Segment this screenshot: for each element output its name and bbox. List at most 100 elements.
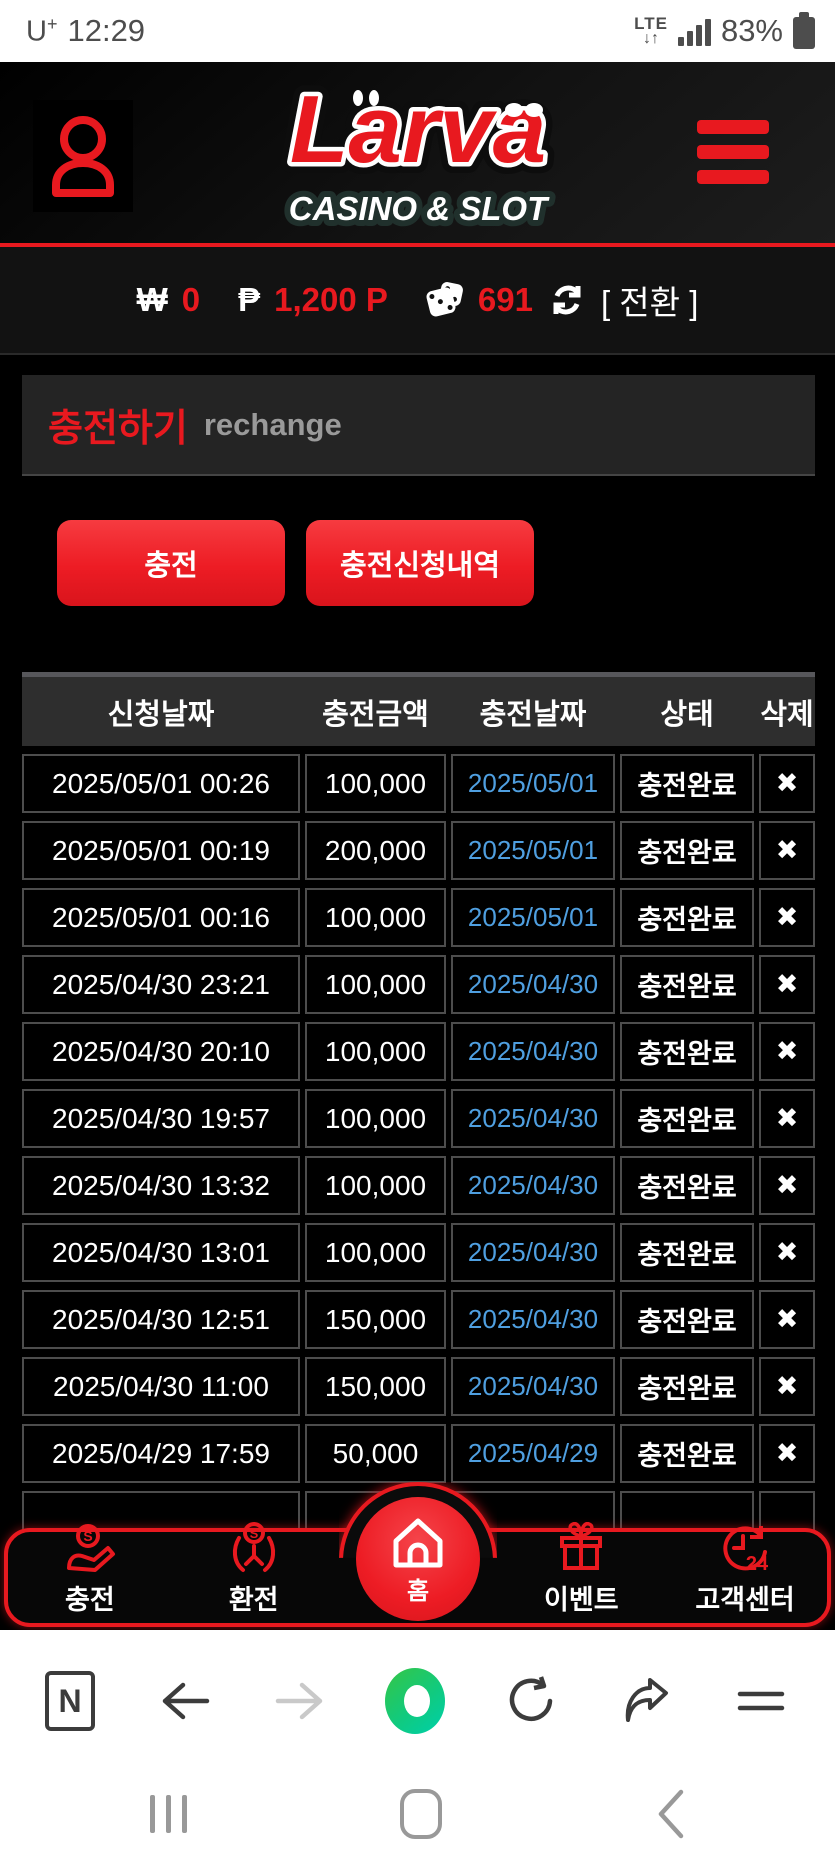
browser-refresh-button[interactable] <box>501 1666 561 1736</box>
col-header-recharge-date: 충전날짜 <box>479 698 587 731</box>
nav-item-deposit[interactable]: S 충전 <box>8 1524 172 1623</box>
delete-row-button[interactable]: ✖ <box>759 821 815 880</box>
recharge-button[interactable]: 충전 <box>57 520 285 606</box>
amount-cell: 150,000 <box>305 1290 446 1349</box>
withdraw-icon: S <box>227 1522 281 1576</box>
larva-logo[interactable]: Larva Larva CASINO & SLOT CASINO & SLOT <box>198 64 638 232</box>
recharge-date-link[interactable]: 2025/04/30 <box>451 1022 615 1081</box>
status-cell: 충전완료 <box>620 1156 754 1215</box>
request-date-cell: 2025/04/30 13:32 <box>22 1156 300 1215</box>
browser-home-button[interactable] <box>385 1666 446 1736</box>
delete-row-button[interactable]: ✖ <box>759 1290 815 1349</box>
recharge-date-link[interactable]: 2025/04/30 <box>451 1156 615 1215</box>
share-icon <box>625 1678 668 1722</box>
nav-item-events[interactable]: 이벤트 <box>499 1522 663 1623</box>
delete-row-button[interactable]: ✖ <box>759 1022 815 1081</box>
won-balance: 0 <box>181 281 201 318</box>
hamburger-menu-button[interactable] <box>697 120 769 184</box>
recharge-date-link[interactable]: 2025/04/29 <box>451 1424 615 1483</box>
request-date-cell: 2025/05/01 00:16 <box>22 888 300 947</box>
forward-arrow-icon <box>276 1682 323 1720</box>
home-icon <box>393 1518 443 1567</box>
profile-button[interactable] <box>33 100 133 212</box>
delete-row-button[interactable]: ✖ <box>759 888 815 947</box>
logo-outline: Larva <box>289 76 545 183</box>
balance-bar: ₩ 0 ₱ 1,200 P 691 [ 전환 ] <box>0 247 835 355</box>
amount-cell: 100,000 <box>305 1089 446 1148</box>
delete-row-button[interactable]: ✖ <box>759 1089 815 1148</box>
recharge-date-link[interactable]: 2025/04/30 <box>451 1223 615 1282</box>
col-header-status: 상태 <box>660 698 714 731</box>
hamburger-icon <box>697 120 769 134</box>
browser-menu-button[interactable] <box>731 1666 791 1736</box>
home-button[interactable]: 홈 <box>356 1497 480 1621</box>
delete-row-button[interactable]: ✖ <box>759 1156 815 1215</box>
clock: 12:29 <box>67 13 146 48</box>
status-cell: 충전완료 <box>620 955 754 1014</box>
network-type-icon: LTE ↓↑ <box>634 14 668 47</box>
page-subtitle: rechange <box>203 406 342 442</box>
status-right: LTE ↓↑ 83% <box>634 12 815 49</box>
recharge-date-link[interactable]: 2025/04/30 <box>451 1357 615 1416</box>
request-date-cell: 2025/04/30 12:51 <box>22 1290 300 1349</box>
amount-cell: 100,000 <box>305 1223 446 1282</box>
browser-toolbar: N <box>0 1630 835 1772</box>
status-cell: 충전완료 <box>620 1022 754 1081</box>
amount-cell: 100,000 <box>305 955 446 1014</box>
status-cell: 충전완료 <box>620 1357 754 1416</box>
request-date-cell: 2025/05/01 00:19 <box>22 821 300 880</box>
delete-row-button[interactable]: ✖ <box>759 1357 815 1416</box>
amount-cell: 100,000 <box>305 1022 446 1081</box>
status-cell: 충전완료 <box>620 821 754 880</box>
table-row: 2025/04/30 23:21 100,000 2025/04/30 충전완료… <box>22 955 815 1014</box>
browser-forward-button[interactable] <box>270 1666 330 1736</box>
recharge-date-link[interactable]: 2025/04/30 <box>451 1290 615 1349</box>
page-title: 충전하기 <box>48 408 188 450</box>
recharge-date-link[interactable]: 2025/04/30 <box>451 1089 615 1148</box>
amount-cell: 50,000 <box>305 1424 446 1483</box>
amount-cell: 200,000 <box>305 821 446 880</box>
recharge-date-link[interactable]: 2025/05/01 <box>451 754 615 813</box>
refresh-balance-icon[interactable] <box>549 282 585 318</box>
battery-icon <box>793 12 815 49</box>
delete-row-button[interactable]: ✖ <box>759 1223 815 1282</box>
convert-link[interactable]: [ 전환 ] <box>600 284 699 321</box>
delete-row-button[interactable]: ✖ <box>759 754 815 813</box>
nav-item-support[interactable]: 24 고객센터 <box>663 1526 827 1623</box>
gift-icon <box>554 1522 608 1576</box>
browser-share-button[interactable] <box>616 1666 676 1736</box>
android-home-button[interactable] <box>400 1789 442 1839</box>
table-header-row: 신청날짜 충전금액 충전날짜 상태 삭제 <box>22 672 815 746</box>
won-symbol: ₩ <box>136 281 168 318</box>
status-left: U+ 12:29 <box>26 13 145 49</box>
android-nav-bar <box>0 1772 835 1856</box>
status-cell: 충전완료 <box>620 1290 754 1349</box>
recharge-date-link[interactable]: 2025/05/01 <box>451 821 615 880</box>
amount-cell: 100,000 <box>305 754 446 813</box>
peso-balance: 1,200 P <box>274 281 388 318</box>
browser-back-button[interactable] <box>155 1666 215 1736</box>
status-cell: 충전완료 <box>620 754 754 813</box>
recharge-date-link[interactable]: 2025/04/30 <box>451 955 615 1014</box>
recharge-history-button[interactable]: 충전신청내역 <box>306 520 534 606</box>
recents-button[interactable] <box>150 1795 187 1833</box>
request-date-cell: 2025/04/30 23:21 <box>22 955 300 1014</box>
table-row: 2025/04/30 12:51 150,000 2025/04/30 충전완료… <box>22 1290 815 1349</box>
status-bar: U+ 12:29 LTE ↓↑ 83% <box>0 0 835 62</box>
table-row: 2025/04/30 13:32 100,000 2025/04/30 충전완료… <box>22 1156 815 1215</box>
nav-item-withdraw[interactable]: S 환전 <box>172 1522 336 1623</box>
delete-row-button[interactable]: ✖ <box>759 955 815 1014</box>
recharge-date-link[interactable]: 2025/05/01 <box>451 888 615 947</box>
carrier-label: U+ <box>26 14 58 48</box>
main-content: 충전하기 rechange 충전 충전신청내역 신청날짜 충전금액 충전날짜 상… <box>0 362 835 1630</box>
signal-strength-icon <box>677 16 711 46</box>
menu-lines-icon <box>737 1691 785 1711</box>
delete-row-button[interactable]: ✖ <box>759 1424 815 1483</box>
request-date-cell: 2025/04/30 11:00 <box>22 1357 300 1416</box>
android-back-button[interactable] <box>655 1788 685 1840</box>
table-body: 2025/05/01 00:26 100,000 2025/05/01 충전완료… <box>22 754 815 1550</box>
naver-app-button[interactable]: N <box>40 1666 100 1736</box>
table-row: 2025/04/30 13:01 100,000 2025/04/30 충전완료… <box>22 1223 815 1282</box>
col-header-delete: 삭제 <box>760 698 814 731</box>
table-row: 2025/04/29 17:59 50,000 2025/04/29 충전완료 … <box>22 1424 815 1483</box>
